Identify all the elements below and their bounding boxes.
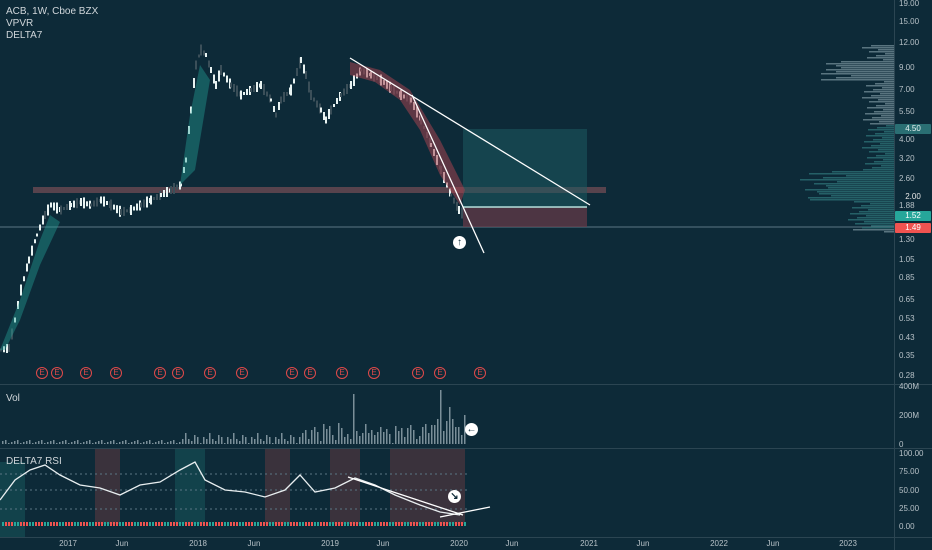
rsi-tick: 0.00	[899, 522, 915, 531]
vol-tick: 400M	[899, 382, 920, 391]
pane-divider[interactable]	[0, 448, 932, 449]
arrow-up-circle-icon[interactable]: ↑	[453, 236, 466, 249]
time-tick: 2019	[321, 539, 339, 548]
time-tick: Jun	[766, 539, 780, 548]
time-tick: 2021	[580, 539, 598, 548]
time-tick: 2023	[839, 539, 857, 548]
price-tick: 0.85	[899, 273, 915, 282]
vol-tick: 0	[899, 440, 904, 449]
time-tick: 2022	[710, 539, 728, 548]
legend-delta7[interactable]: DELTA7	[6, 30, 43, 41]
arrow-left-circle-icon[interactable]: ←	[465, 423, 478, 436]
price-tag: 1.49	[895, 223, 931, 233]
earnings-marker[interactable]: E	[204, 367, 216, 379]
earnings-marker[interactable]: E	[336, 367, 348, 379]
rsi-tick: 100.00	[899, 449, 924, 458]
trendline-long	[349, 57, 591, 206]
price-tick: 3.20	[899, 154, 915, 163]
price-tick: 0.43	[899, 333, 915, 342]
price-tick: 12.00	[899, 38, 920, 47]
price-tick: 0.65	[899, 295, 915, 304]
time-tick: 2020	[450, 539, 468, 548]
earnings-marker[interactable]: E	[474, 367, 486, 379]
price-tag: 4.50	[895, 124, 931, 134]
price-tick: 0.28	[899, 371, 915, 380]
volume-bars	[2, 390, 466, 444]
price-tick: 4.00	[899, 135, 915, 144]
earnings-marker[interactable]: E	[154, 367, 166, 379]
earnings-marker[interactable]: E	[80, 367, 92, 379]
time-tick: 2018	[189, 539, 207, 548]
time-tick: Jun	[247, 539, 261, 548]
earnings-marker[interactable]: E	[110, 367, 122, 379]
rsi-tick: 75.00	[899, 467, 920, 476]
time-tick: Jun	[505, 539, 519, 548]
vpvr-histogram	[800, 45, 894, 233]
legend-vol[interactable]: Vol	[6, 393, 20, 404]
price-tick: 7.00	[899, 85, 915, 94]
price-tick: 1.30	[899, 235, 915, 244]
earnings-marker[interactable]: E	[286, 367, 298, 379]
price-tick: 15.00	[899, 17, 920, 26]
time-tick: Jun	[636, 539, 650, 548]
earnings-marker[interactable]: E	[412, 367, 424, 379]
price-tick: 5.50	[899, 107, 915, 116]
price-tick: 19.00	[899, 0, 920, 8]
time-tick: Jun	[115, 539, 129, 548]
price-tick: 0.35	[899, 351, 915, 360]
legend-title[interactable]: ACB, 1W, Cboe BZX	[6, 6, 99, 17]
earnings-marker[interactable]: E	[172, 367, 184, 379]
vol-tick: 200M	[899, 411, 920, 420]
price-tick: 1.05	[899, 255, 915, 264]
rsi-tick: 25.00	[899, 504, 920, 513]
price-tick: 0.53	[899, 314, 915, 323]
time-tick: 2017	[59, 539, 77, 548]
earnings-marker[interactable]: E	[36, 367, 48, 379]
earnings-marker[interactable]: E	[304, 367, 316, 379]
time-tick: Jun	[376, 539, 390, 548]
pane-divider[interactable]	[0, 384, 932, 385]
rsi-tick: 50.00	[899, 486, 920, 495]
time-axis-divider	[0, 537, 932, 538]
arrow-down-circle-icon[interactable]: ↘	[448, 490, 461, 503]
price-tag: 2.00	[895, 192, 931, 202]
price-tag: 1.52	[895, 211, 931, 221]
earnings-marker[interactable]: E	[434, 367, 446, 379]
legend-vpvr[interactable]: VPVR	[6, 18, 34, 29]
earnings-marker[interactable]: E	[236, 367, 248, 379]
earnings-marker[interactable]: E	[368, 367, 380, 379]
price-tick: 9.00	[899, 63, 915, 72]
price-tick: 1.88	[899, 201, 915, 210]
trendline-steep	[411, 94, 485, 254]
price-tick: 2.60	[899, 174, 915, 183]
rsi-panel	[0, 449, 470, 537]
price-axis-divider	[894, 0, 895, 550]
legend-rsi[interactable]: DELTA7 RSI	[6, 456, 62, 467]
earnings-marker[interactable]: E	[51, 367, 63, 379]
